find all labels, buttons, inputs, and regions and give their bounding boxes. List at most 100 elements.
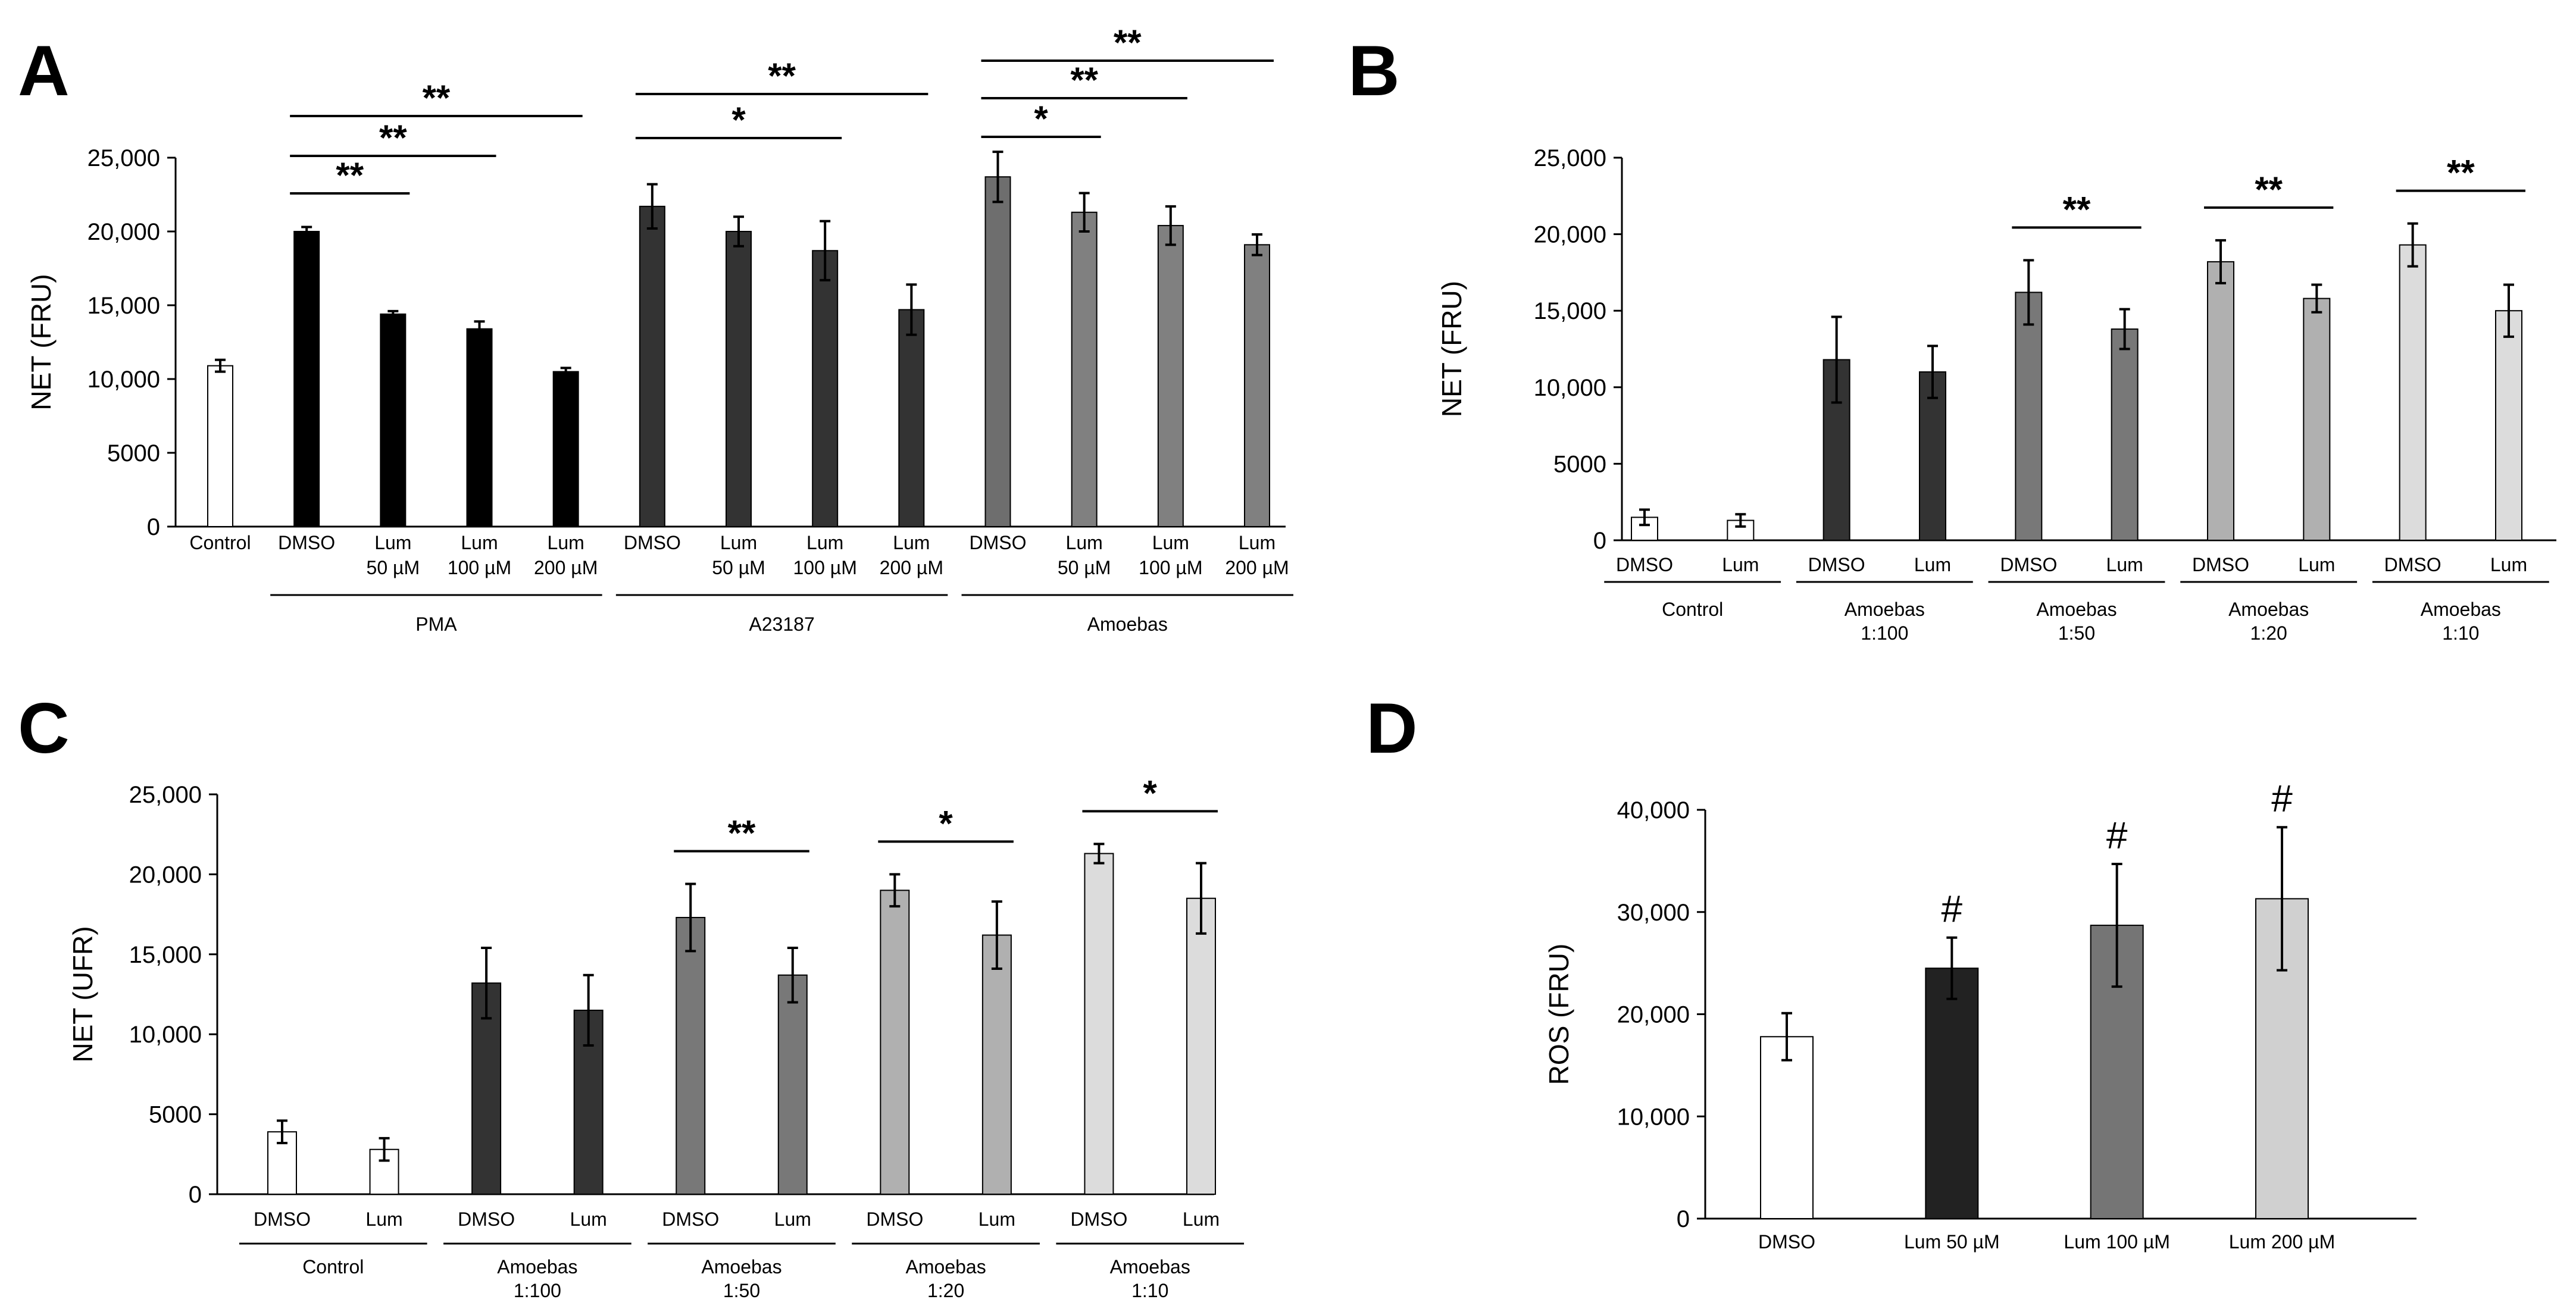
category-label: Lum — [548, 532, 584, 553]
category-label: 200 µM — [534, 557, 598, 578]
category-label: Lum — [893, 532, 930, 553]
significance-stars: ** — [336, 155, 364, 195]
category-label: DMSO — [2192, 554, 2249, 575]
category-label: 200 µM — [880, 557, 943, 578]
bar — [2111, 328, 2139, 541]
category-label: DMSO — [2384, 554, 2441, 575]
group-label: Control — [302, 1256, 364, 1278]
category-label: Control — [189, 532, 251, 553]
category-label: DMSO — [254, 1208, 311, 1230]
y-tick-label: 25,000 — [129, 782, 202, 808]
bar — [898, 309, 925, 527]
bar — [466, 328, 493, 527]
category-label: DMSO — [1616, 554, 1673, 575]
significance-stars: ** — [1070, 60, 1098, 100]
group-label: Amoebas — [1110, 1256, 1190, 1278]
y-tick-label: 20,000 — [1534, 222, 1606, 248]
bar — [639, 205, 665, 527]
category-label: Lum 100 µM — [2064, 1231, 2170, 1253]
bar — [812, 250, 839, 527]
significance-mark: # — [1942, 888, 1963, 931]
bar — [981, 934, 1012, 1195]
group-label: A23187 — [749, 613, 814, 635]
panel-letter: D — [1366, 688, 1418, 768]
group-label: Amoebas — [906, 1256, 986, 1278]
bar — [1186, 897, 1216, 1195]
category-label: Lum — [978, 1208, 1015, 1230]
bar — [2399, 244, 2427, 541]
category-label: Lum — [720, 532, 757, 553]
category-label: Lum — [1066, 532, 1103, 553]
y-tick-label: 0 — [189, 1182, 202, 1208]
y-tick-label: 15,000 — [129, 942, 202, 968]
category-label: Lum — [2490, 554, 2527, 575]
significance-stars: ** — [728, 813, 756, 853]
bar — [552, 371, 579, 527]
significance-stars: ** — [2063, 189, 2091, 229]
bar — [880, 890, 910, 1195]
category-label: 50 µM — [1058, 557, 1111, 578]
group-label: 1:100 — [1861, 622, 1908, 644]
y-tick-label: 15,000 — [1534, 298, 1606, 324]
category-label: 50 µM — [712, 557, 765, 578]
category-label: Lum — [1183, 1208, 1220, 1230]
significance-stars: ** — [423, 78, 451, 118]
category-label: 100 µM — [448, 557, 511, 578]
bar — [2015, 292, 2043, 541]
y-tick-label: 10,000 — [1534, 375, 1606, 401]
bar — [2207, 261, 2234, 541]
significance-stars: * — [1143, 773, 1158, 813]
bar — [1244, 244, 1270, 527]
y-tick-label: 0 — [1677, 1206, 1690, 1232]
group-label: Amoebas — [2421, 599, 2501, 620]
category-label: 200 µM — [1225, 557, 1289, 578]
y-tick-label: 5000 — [1553, 451, 1606, 477]
bar — [1925, 968, 1979, 1220]
bar — [2495, 310, 2522, 541]
bar — [777, 974, 808, 1195]
panel-letter: B — [1348, 31, 1400, 111]
y-tick-label: 20,000 — [87, 219, 160, 245]
panel-d-chart: D 0 10,000 20,000 30,000 40,000 ROS (FRU) DMSO… — [1366, 688, 2416, 1253]
category-label: DMSO — [1758, 1231, 1815, 1253]
category-label: Lum — [461, 532, 498, 553]
y-tick-label: 10,000 — [129, 1022, 202, 1048]
bar — [1071, 211, 1098, 527]
group-label: PMA — [415, 613, 457, 635]
group-label: 1:10 — [2442, 622, 2479, 644]
category-label: DMSO — [1808, 554, 1865, 575]
category-label: 100 µM — [793, 557, 856, 578]
panel-letter: C — [18, 688, 70, 768]
y-tick-label: 30,000 — [1617, 900, 1690, 926]
category-label: DMSO — [970, 532, 1027, 553]
y-tick-label: 40,000 — [1617, 797, 1690, 824]
y-tick-label: 25,000 — [87, 145, 160, 171]
category-label: Lum — [1152, 532, 1189, 553]
y-tick-label: 0 — [147, 514, 160, 540]
y-axis-label: NET (FRU) — [1436, 281, 1467, 417]
group-label: Amoebas — [1087, 613, 1168, 635]
significance-stars: ** — [2447, 153, 2475, 193]
y-tick-label: 10,000 — [87, 367, 160, 393]
category-label: Lum — [806, 532, 843, 553]
category-label: 50 µM — [367, 557, 420, 578]
significance-stars: * — [731, 100, 746, 140]
category-label: DMSO — [2000, 554, 2057, 575]
group-label: Control — [1662, 599, 1723, 620]
category-label: DMSO — [278, 532, 335, 553]
group-label: 1:50 — [2058, 622, 2095, 644]
bar — [726, 231, 752, 527]
bar — [293, 231, 320, 527]
significance-stars: ** — [1114, 23, 1142, 62]
bar — [2303, 298, 2331, 541]
bar — [676, 916, 706, 1195]
category-label: Lum — [2298, 554, 2335, 575]
significance-stars: ** — [379, 118, 407, 158]
y-axis-label: NET (UFR) — [67, 926, 98, 1062]
bar — [1760, 1036, 1814, 1220]
bar — [984, 176, 1011, 527]
panel-letter: A — [18, 31, 70, 111]
category-label: Lum — [774, 1208, 811, 1230]
category-label: DMSO — [1070, 1208, 1127, 1230]
